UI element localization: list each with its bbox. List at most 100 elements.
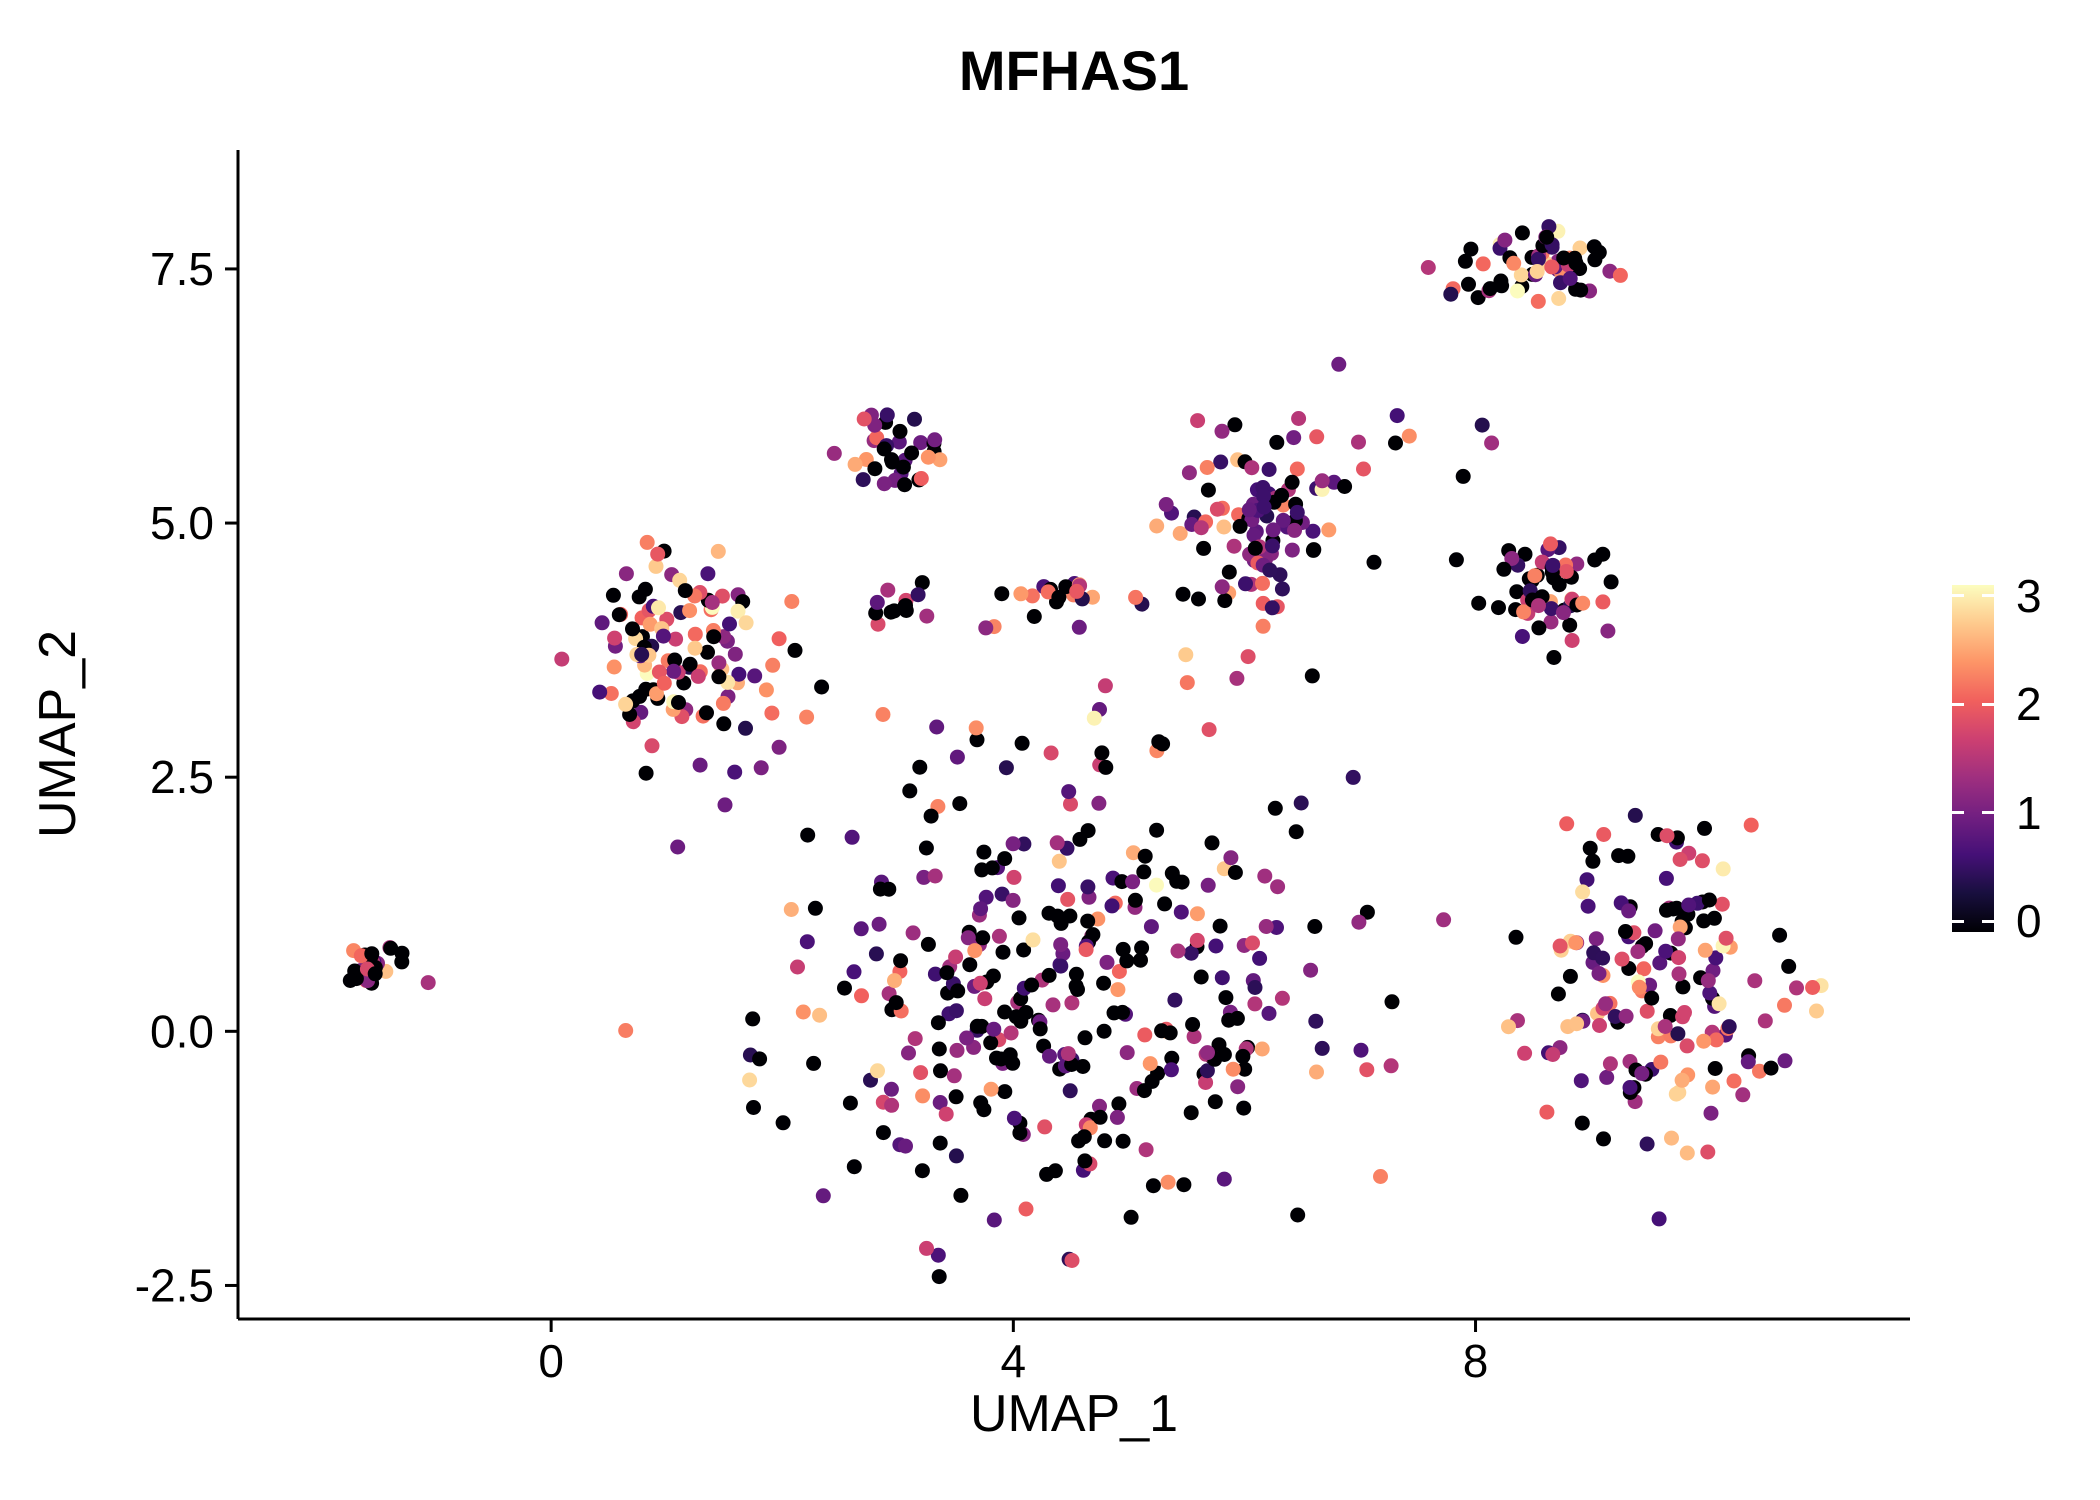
data-point [1708,1032,1724,1048]
data-point [1189,906,1205,922]
data-point [1618,1008,1634,1024]
data-point [764,705,780,721]
data-point [1777,1053,1793,1069]
data-point [1068,966,1084,982]
data-point [974,1018,990,1034]
data-point [1309,1064,1324,1080]
data-point [1697,820,1712,836]
data-point [651,664,667,680]
data-point [1384,994,1400,1010]
y-tick-label: 5.0 [150,497,214,549]
data-point [1245,935,1260,951]
data-point [364,946,380,962]
data-point [1735,1087,1751,1103]
data-point [1169,873,1185,889]
data-point [989,1050,1004,1066]
data-point [731,666,747,682]
data-point [594,615,610,631]
data-point [1043,745,1059,761]
data-point [1351,914,1367,930]
data-point [997,1084,1013,1100]
data-point [606,659,622,675]
data-point [727,764,743,780]
data-point [1209,501,1225,517]
data-point [1550,986,1566,1002]
data-point [1080,879,1096,895]
data-point [854,988,869,1004]
data-point [959,1030,975,1046]
data-point [1611,848,1627,864]
data-point [644,738,660,754]
data-point [884,1097,900,1113]
data-point [1133,952,1148,968]
data-point [1539,229,1555,245]
data-point [1585,853,1601,869]
data-point [1190,413,1206,429]
data-point [634,647,650,662]
data-point [1110,982,1126,998]
data-point [1211,1037,1227,1053]
data-point [677,583,693,599]
data-point [1235,1048,1251,1064]
data-point [1270,879,1286,895]
data-point [1042,1048,1057,1064]
data-point [975,930,991,946]
data-point [1711,996,1727,1012]
data-point [1125,874,1141,890]
data-point [1305,523,1321,539]
data-point [1562,271,1578,286]
data-point [948,1148,964,1164]
data-point [1062,1083,1078,1099]
data-point [1185,1017,1201,1032]
data-point [668,631,684,647]
data-point [1356,461,1371,477]
data-point [1777,997,1792,1013]
data-point [869,594,885,610]
data-point [1602,1056,1618,1072]
data-point [1200,1045,1215,1061]
data-point [1261,1005,1277,1021]
data-point [1595,950,1611,966]
data-point [1670,931,1686,947]
data-point [1128,589,1144,605]
data-point [607,630,623,646]
data-point [933,1063,948,1079]
data-point [700,644,715,660]
data-point [814,679,830,695]
data-point [670,839,686,855]
data-point [649,686,664,702]
data-point [1191,591,1206,607]
data-point [1574,1115,1590,1131]
data-point [1026,609,1042,624]
data-point [420,975,436,991]
data-point [1497,232,1513,248]
data-point [1098,759,1114,775]
data-point [1599,1069,1615,1085]
data-point [1551,291,1567,306]
data-point [897,599,913,615]
data-point [1293,795,1309,811]
data-point [905,925,921,941]
data-point [868,946,884,962]
data-point [826,445,842,461]
data-point [1491,600,1506,616]
data-point [1109,1109,1125,1125]
data-point [1204,835,1220,851]
data-point [1789,980,1804,996]
data-point [1137,848,1153,864]
data-point [1580,898,1596,914]
data-point [1261,462,1277,477]
data-point [650,546,666,562]
data-point [1448,552,1464,568]
data-point [666,663,682,679]
data-point [1436,912,1452,928]
data-point [1160,1174,1176,1190]
data-point [1598,996,1614,1012]
data-point [1170,943,1186,959]
data-point [1011,910,1027,926]
data-point [700,566,716,582]
data-point [931,1269,947,1285]
data-point [394,954,410,970]
y-tick-label: -2.5 [135,1259,214,1311]
data-point [1622,1080,1638,1095]
